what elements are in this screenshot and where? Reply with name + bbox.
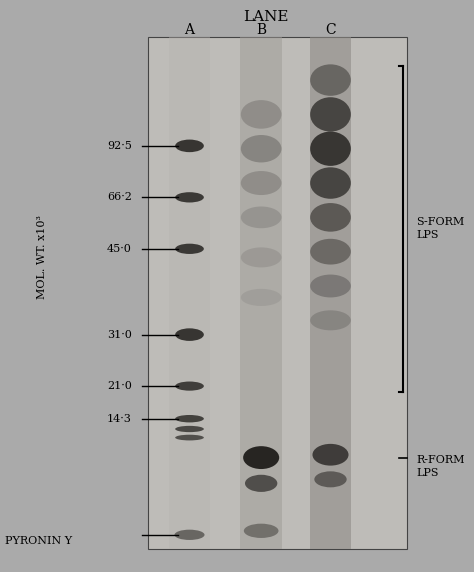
Ellipse shape [310,203,351,232]
Ellipse shape [312,444,348,466]
Ellipse shape [314,471,346,487]
Bar [310,37,351,549]
Text: S-FORM
LPS: S-FORM LPS [416,217,464,240]
Ellipse shape [175,192,204,202]
Text: B: B [256,23,266,37]
Ellipse shape [241,171,282,195]
Text: 21·0: 21·0 [107,381,132,391]
Ellipse shape [245,475,277,492]
Text: MOL. WT. x10³: MOL. WT. x10³ [36,216,46,299]
Ellipse shape [310,239,351,264]
Ellipse shape [241,289,282,306]
Text: PYRONIN Y: PYRONIN Y [5,535,72,546]
Ellipse shape [310,132,351,166]
Ellipse shape [174,530,205,540]
Text: A: A [184,23,194,37]
Text: 92·5: 92·5 [107,141,132,151]
Ellipse shape [175,415,204,422]
Ellipse shape [310,97,351,132]
Ellipse shape [175,435,204,440]
Bar [240,37,282,549]
Ellipse shape [310,310,351,330]
Ellipse shape [175,244,204,254]
Ellipse shape [241,100,282,129]
Ellipse shape [241,206,282,228]
Ellipse shape [175,426,204,432]
Ellipse shape [175,382,204,391]
Text: 14·3: 14·3 [107,414,132,424]
Text: 31·0: 31·0 [107,329,132,340]
Ellipse shape [241,247,282,267]
Text: C: C [325,23,336,37]
Ellipse shape [310,275,351,297]
Text: R-FORM
LPS: R-FORM LPS [416,455,465,478]
Bar [169,37,210,549]
Ellipse shape [310,64,351,96]
Ellipse shape [175,328,204,341]
Bar [148,37,407,549]
Text: LANE: LANE [243,10,289,24]
Ellipse shape [175,140,204,152]
Ellipse shape [310,167,351,198]
Ellipse shape [244,524,279,538]
Ellipse shape [241,135,282,162]
Text: 45·0: 45·0 [107,244,132,254]
Text: 66·2: 66·2 [107,192,132,202]
Ellipse shape [243,446,279,469]
